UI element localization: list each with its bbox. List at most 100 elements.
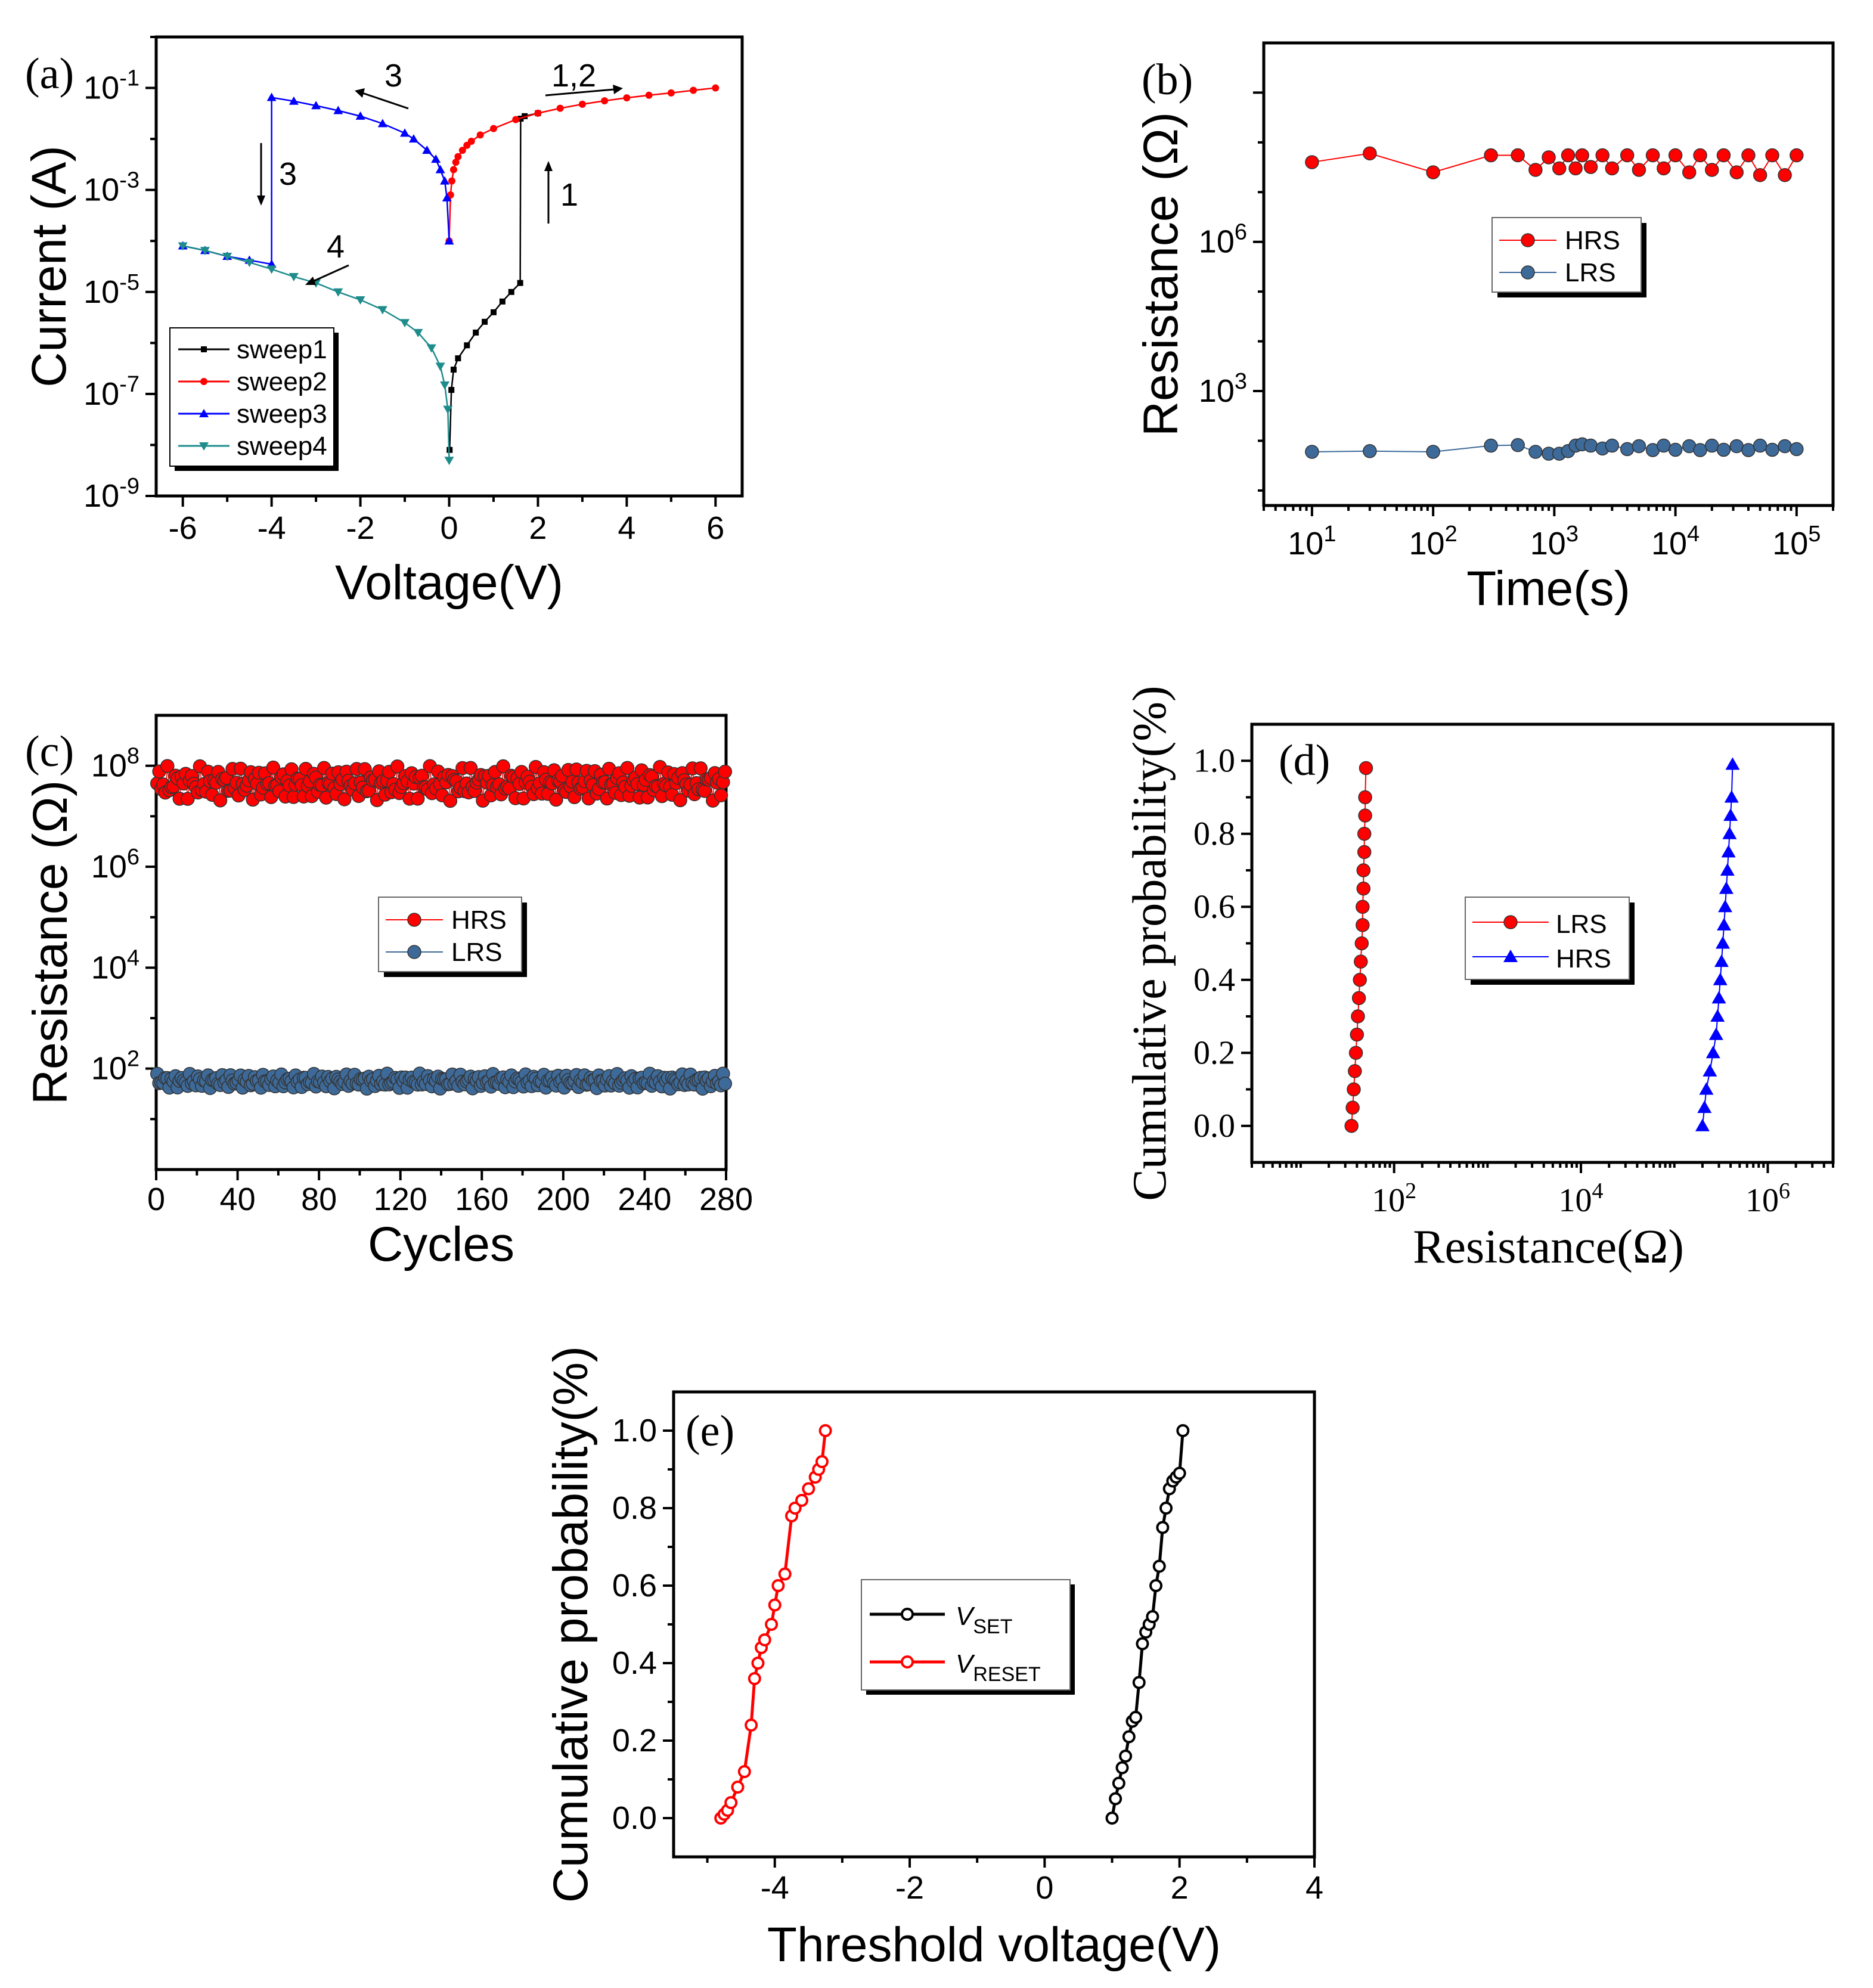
data-point-a	[476, 131, 484, 139]
x-tick-label-a: -6	[169, 510, 197, 546]
data-point-a	[400, 319, 410, 328]
annotation-a: 1	[560, 177, 578, 213]
data-point-a	[289, 96, 299, 105]
data-point-a	[244, 259, 255, 268]
data-point-a	[440, 176, 450, 185]
data-point-a	[408, 134, 418, 143]
y-tick-label-d: 0.0	[1193, 1108, 1235, 1145]
data-point-e	[1105, 1812, 1119, 1825]
data-point-a	[690, 86, 697, 94]
data-point-c	[718, 1077, 733, 1091]
data-point-a	[712, 84, 720, 92]
legend-marker-b	[1521, 233, 1535, 247]
x-tick-label-b: 101	[1288, 522, 1336, 562]
data-point-e	[1152, 1559, 1166, 1573]
x-axis-label-c: Cycles	[368, 1217, 514, 1271]
data-point-b	[1668, 442, 1683, 457]
data-point-d	[1350, 1027, 1365, 1042]
x-tick-label-b: 102	[1409, 522, 1458, 562]
panel-label-c: (c)	[25, 727, 74, 776]
data-point-b	[1705, 438, 1719, 453]
series-b-LRS	[1305, 437, 1804, 461]
data-point-b	[1693, 443, 1707, 457]
y-tick-label-e: 0.8	[612, 1490, 657, 1526]
data-point-b	[1741, 443, 1756, 457]
data-point-b	[1668, 148, 1683, 163]
legend-marker-c	[407, 913, 421, 927]
data-point-d	[1344, 1119, 1359, 1133]
data-point-c	[160, 759, 175, 773]
data-point-a	[440, 381, 450, 390]
data-point-d	[1713, 972, 1728, 985]
data-point-a	[355, 296, 365, 305]
series-e-VRESET	[714, 1424, 832, 1825]
data-point-b	[1426, 165, 1440, 179]
data-point-d	[1359, 761, 1373, 776]
x-tick-label-c: 40	[220, 1181, 256, 1217]
y-axis-label-c: Resistance (Ω)	[23, 780, 77, 1105]
data-point-c	[443, 793, 458, 808]
x-tick-label-d: 106	[1745, 1178, 1790, 1219]
data-point-d	[1356, 863, 1371, 877]
data-point-b	[1363, 146, 1377, 161]
y-tick-label-c: 102	[91, 1047, 139, 1087]
data-point-b	[1620, 148, 1635, 163]
y-tick-label-e: 0.6	[612, 1568, 657, 1604]
data-point-a	[435, 165, 445, 173]
data-point-e	[1176, 1424, 1190, 1437]
data-point-b	[1693, 148, 1707, 163]
data-point-a	[449, 166, 457, 173]
data-point-b	[1561, 148, 1576, 163]
data-point-c	[673, 793, 687, 808]
data-point-d	[1705, 1046, 1720, 1059]
y-axis-label-b: Resistance (Ω)	[1134, 112, 1188, 436]
data-point-a	[464, 342, 470, 349]
data-point-b	[1583, 160, 1598, 174]
data-point-a	[377, 306, 387, 315]
data-point-e	[737, 1765, 751, 1778]
data-point-b	[1632, 163, 1646, 177]
data-point-b	[1620, 442, 1635, 457]
data-point-e	[778, 1567, 792, 1581]
legend-d	[1465, 897, 1630, 980]
data-point-d	[1720, 863, 1735, 876]
x-tick-label-c: 120	[374, 1181, 427, 1217]
data-point-a	[645, 91, 653, 99]
data-point-a	[355, 111, 365, 120]
data-point-a	[517, 280, 523, 286]
y-tick-label-a: 10-1	[83, 66, 139, 106]
y-tick-label-d: 0.4	[1193, 962, 1235, 998]
data-point-a	[444, 457, 454, 466]
legend-e	[861, 1579, 1071, 1691]
data-point-a	[443, 405, 453, 414]
annotation-a: 4	[327, 229, 345, 265]
data-point-e	[795, 1494, 808, 1507]
data-point-b	[1528, 163, 1543, 177]
data-point-e	[1173, 1466, 1186, 1480]
data-point-d	[1718, 900, 1733, 913]
data-point-b	[1716, 442, 1731, 457]
data-point-d	[1697, 1100, 1712, 1114]
y-tick-label-e: 0.4	[612, 1645, 657, 1681]
data-point-d	[1724, 790, 1739, 803]
y-tick-label-e: 1.0	[612, 1413, 657, 1449]
data-point-c	[213, 793, 228, 808]
data-point-a	[522, 113, 528, 119]
data-point-b	[1753, 168, 1767, 182]
x-tick-label-a: 6	[706, 510, 724, 546]
data-point-e	[1129, 1711, 1143, 1724]
data-point-b	[1552, 161, 1567, 176]
series-c-LRS	[150, 1066, 733, 1096]
data-point-a	[266, 265, 277, 274]
data-point-a	[667, 89, 675, 97]
y-tick-label-e: 0.0	[612, 1800, 657, 1836]
data-point-d	[1722, 826, 1737, 839]
arrowhead-a	[544, 161, 553, 171]
x-tick-label-a: -2	[346, 510, 375, 546]
data-point-e	[1109, 1792, 1122, 1806]
x-tick-label-a: 4	[618, 510, 635, 546]
data-point-d	[1348, 1046, 1363, 1060]
data-point-b	[1778, 439, 1792, 454]
legend-marker-e	[901, 1608, 914, 1621]
data-point-b	[1305, 445, 1319, 459]
